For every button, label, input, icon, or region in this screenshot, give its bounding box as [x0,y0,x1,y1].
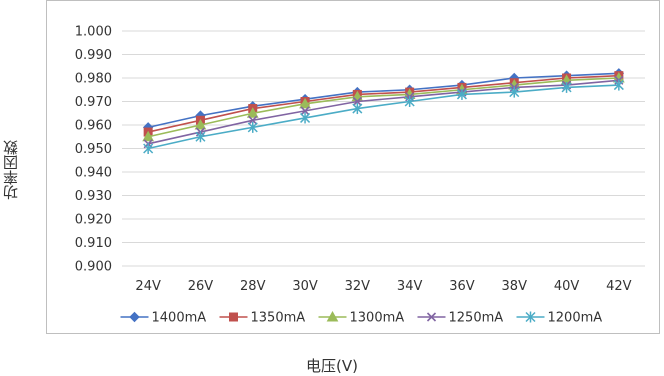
x-tick-label: 26V [188,279,214,294]
marker-stroke [426,312,437,322]
y-tick-label: 0.950 [75,142,112,157]
legend-item: 1200mA [516,311,603,326]
data-point [561,81,572,93]
series-line [147,84,619,150]
x-tick-label: 32V [345,279,371,294]
legend-label: 1250mA [449,311,504,326]
y-tick-label: 0.930 [75,189,112,204]
data-point [300,112,311,124]
series-line [147,72,619,129]
line-chart: 1.000 0.990 0.980 0.970 0.960 0.950 0.940 0.930… [75,25,645,326]
y-tick-label: 0.980 [75,72,112,87]
data-point [299,97,311,109]
legend-marker [326,310,339,322]
y-tick-label: 0.990 [75,48,112,63]
y-tick-label: 1.000 [75,25,112,40]
marker-stroke [300,106,310,116]
data-point [300,106,310,116]
data-point [142,130,154,142]
legend-label: 1300mA [350,311,405,326]
x-tick-label: 42V [606,279,632,294]
y-tick-label: 0.920 [75,213,112,228]
x-axis-label: 电压(V) [306,357,358,375]
legend-marker [229,312,238,322]
legend-item: 1300mA [318,310,405,326]
series-line [147,77,619,138]
y-tick-label: 0.960 [75,119,112,134]
legend-label: 1400mA [152,311,207,326]
data-point [352,103,363,115]
data-point [195,131,206,143]
series-line [147,79,619,145]
x-tick-label: 34V [397,279,423,294]
x-tick-label: 24V [135,279,161,294]
series-line [147,74,619,133]
marker-stroke [352,96,362,107]
x-tick-label: 36V [449,279,475,294]
data-point [247,121,258,133]
data-point [456,88,467,100]
y-tick-label: 0.970 [75,95,112,110]
data-point [248,115,258,125]
data-point [246,107,259,118]
legend-marker [129,311,140,323]
data-point [613,79,624,91]
legend-marker [426,312,437,322]
marker-stroke [248,115,258,125]
data-point [509,86,520,98]
data-point [194,118,207,130]
chart-frame: 1.000 0.990 0.980 0.970 0.960 0.950 0.940 0.930… [46,0,660,334]
y-tick-label: 0.900 [75,260,112,275]
x-tick-label: 40V [554,279,580,294]
legend-label: 1200mA [548,311,603,326]
data-point [404,96,415,107]
y-tick-label: 0.910 [75,236,112,251]
legend-label: 1350mA [251,311,306,326]
legend-item: 1350mA [219,311,306,326]
x-tick-label: 38V [502,279,528,294]
legend-item: 1400mA [120,311,207,326]
data-point [352,96,362,107]
y-tick-label: 0.940 [75,166,112,181]
x-tick-label: 30V [292,279,318,294]
data-point [143,143,154,154]
y-axis-label: 功率因数 [2,140,20,200]
legend-marker [525,311,536,323]
x-tick-label: 28V [240,279,266,294]
legend-item: 1250mA [417,311,504,326]
